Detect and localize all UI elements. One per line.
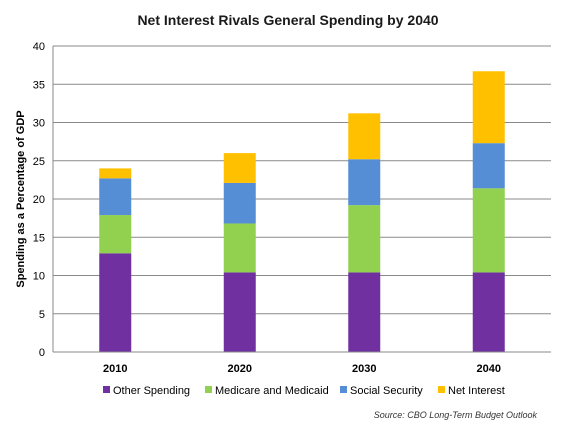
legend-label-medicare-and-medicaid: Medicare and Medicaid xyxy=(215,385,329,397)
y-tick-label: 20 xyxy=(33,194,45,206)
source-note: Source: CBO Long-Term Budget Outlook xyxy=(374,410,538,420)
y-tick-label: 40 xyxy=(33,41,45,53)
bar-2030-social-security xyxy=(348,159,381,206)
chart-title: Net Interest Rivals General Spending by … xyxy=(137,12,438,28)
bar-2020-net-interest xyxy=(223,153,256,183)
bar-2020-other-spending xyxy=(223,272,256,352)
y-tick-label: 5 xyxy=(39,309,45,321)
bar-2010-other-spending xyxy=(99,253,132,352)
bar-2030-net-interest xyxy=(348,113,381,160)
x-tick-label: 2040 xyxy=(477,363,501,375)
bar-2010-medicare-and-medicaid xyxy=(99,215,132,254)
bar-2040-other-spending xyxy=(472,272,505,352)
bar-2020-medicare-and-medicaid xyxy=(223,223,256,273)
legend-label-other-spending: Other Spending xyxy=(113,385,190,397)
legend-label-net-interest: Net Interest xyxy=(448,385,505,397)
legend: Other Spending Medicare and Medicaid Socia… xyxy=(103,385,505,397)
y-axis-label: Spending as a Percentage of GDP xyxy=(15,110,27,287)
bars xyxy=(99,71,505,352)
legend-swatch-net-interest xyxy=(438,386,445,393)
gridlines xyxy=(53,45,551,315)
legend-swatch-other-spending xyxy=(103,386,110,393)
x-tick-label: 2030 xyxy=(352,363,376,375)
x-axis-ticks: 2010 2020 2030 2040 xyxy=(103,363,501,375)
bar-2030-medicare-and-medicaid xyxy=(348,205,381,273)
y-axis-ticks: 0 5 10 15 20 25 30 35 40 xyxy=(33,41,45,359)
bar-2010-social-security xyxy=(99,178,132,216)
bar-2010-net-interest xyxy=(99,168,132,179)
legend-swatch-medicare-and-medicaid xyxy=(205,386,212,393)
axes xyxy=(52,46,551,353)
y-tick-label: 30 xyxy=(33,118,45,130)
legend-label-social-security: Social Security xyxy=(350,385,423,397)
legend-swatch-social-security xyxy=(340,386,347,393)
y-tick-label: 15 xyxy=(33,232,45,244)
bar-2040-medicare-and-medicaid xyxy=(472,188,505,273)
y-tick-label: 25 xyxy=(33,156,45,168)
bar-2040-net-interest xyxy=(472,71,505,144)
y-tick-label: 35 xyxy=(33,79,45,91)
x-tick-label: 2020 xyxy=(228,363,252,375)
bar-2040-social-security xyxy=(472,143,505,189)
x-tick-label: 2010 xyxy=(103,363,127,375)
bar-2020-social-security xyxy=(223,182,256,224)
y-tick-label: 0 xyxy=(39,347,45,359)
y-tick-label: 10 xyxy=(33,271,45,283)
bar-2030-other-spending xyxy=(348,272,381,352)
